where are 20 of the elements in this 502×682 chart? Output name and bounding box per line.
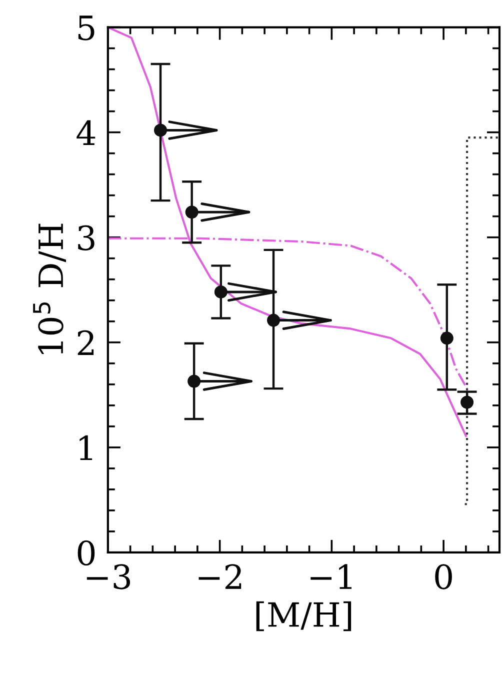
- point: [267, 314, 280, 327]
- y-tick-label: 0: [78, 540, 95, 566]
- y-tick-label: 3: [78, 225, 94, 250]
- x-tick-label: −3: [86, 564, 130, 590]
- y-tick-label: 2: [78, 330, 94, 356]
- x-tick-label: −2: [198, 564, 242, 589]
- point: [154, 124, 168, 137]
- line-series: [108, 27, 467, 437]
- point: [440, 332, 454, 345]
- y-tick-label: 1: [80, 435, 92, 460]
- x-tick-label: 0: [435, 564, 452, 590]
- point: [214, 285, 228, 298]
- x-tick-label: −1: [310, 564, 352, 589]
- y-tick-label: 5: [78, 16, 94, 40]
- point: [188, 374, 201, 388]
- point: [185, 206, 198, 219]
- y-tick-label: 4: [76, 120, 96, 145]
- point: [460, 396, 474, 409]
- y-axis-title: 10$^{5}$ D/H: [33, 224, 66, 354]
- x-axis-title: [M/H]: [256, 601, 352, 632]
